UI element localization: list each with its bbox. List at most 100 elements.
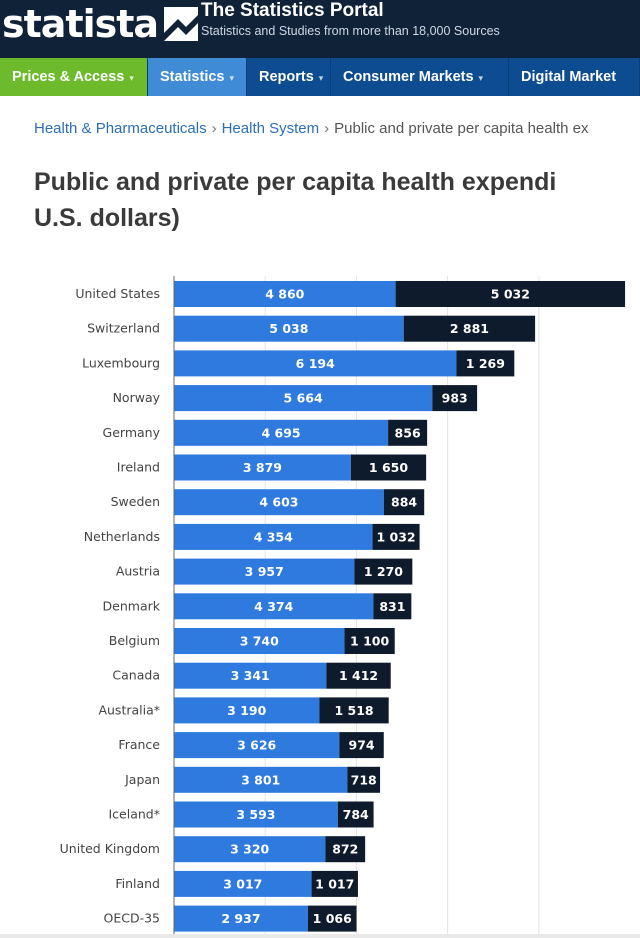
category-label: Denmark [103,598,161,613]
category-label: Japan [124,772,160,787]
bar-private[interactable] [395,281,626,307]
nav-reports[interactable]: Reports ▾ [247,58,331,96]
main-nav: Prices & Access ▾ Statistics ▾ Reports ▾ Co… [0,58,640,96]
breadcrumb-link-health-pharma[interactable]: Health & Pharmaceuticals [34,120,207,137]
category-label: France [118,737,160,752]
breadcrumb-link-health-system[interactable]: Health System [221,120,320,137]
nav-consumer-markets[interactable]: Consumer Markets ▾ [331,58,509,96]
bar-public[interactable] [174,870,312,897]
logo-wordmark: statista [2,2,159,46]
bar-public[interactable] [174,766,348,793]
bar-public[interactable] [174,593,374,620]
logo-mark-icon [164,7,199,41]
bar-private[interactable] [325,836,366,863]
nav-digital-market[interactable]: Digital Market [509,58,640,96]
breadcrumb-separator: › [324,120,330,137]
value-label-private: 1 650 [369,460,408,475]
category-label: Canada [112,668,160,683]
bar-public[interactable] [174,281,396,307]
value-label-private: 1 100 [350,634,389,649]
bar-public[interactable] [174,628,345,654]
bar-public[interactable] [174,454,351,481]
value-label-private: 784 [343,807,369,822]
category-label: Germany [103,425,161,440]
value-label-public: 2 937 [221,911,260,926]
value-label-private: 983 [442,391,468,406]
value-label-public: 3 190 [227,703,266,718]
bar-private[interactable] [344,628,395,654]
value-label-private: 1 066 [313,911,352,926]
bar-private[interactable] [350,454,427,481]
page-divider [0,934,640,938]
value-label-public: 4 695 [261,425,300,440]
bar-private[interactable] [311,870,358,897]
nav-prices-access[interactable]: Prices & Access ▾ [0,58,148,96]
category-label: Luxembourg [82,355,160,370]
value-label-public: 5 664 [284,391,323,406]
nav-statistics[interactable]: Statistics ▾ [148,58,247,96]
statista-logo[interactable]: statista [0,2,199,46]
bar-private[interactable] [403,315,536,342]
value-label-public: 3 957 [245,564,284,579]
bar-private[interactable] [388,419,428,446]
bar-private[interactable] [383,489,425,516]
value-label-private: 1 032 [376,529,415,544]
bar-public[interactable] [174,489,384,516]
bar-private[interactable] [456,350,515,377]
category-label: Norway [113,390,161,405]
bar-public[interactable] [174,419,389,446]
value-label-private: 974 [349,738,375,753]
bar-private[interactable] [347,766,381,793]
category-label: Ireland [117,460,160,475]
category-label: OECD-35 [103,911,160,926]
value-label-public: 4 860 [265,287,304,302]
bar-public[interactable] [174,732,340,759]
bar-private[interactable] [319,697,389,724]
bar-private[interactable] [339,732,384,759]
page-title: Public and private per capita health exp… [34,168,557,232]
value-label-private: 831 [379,599,405,614]
bar-public[interactable] [174,523,373,550]
bar-private[interactable] [432,385,478,412]
bar-chart: United States 4 860 5 032 Switzerland 5 038 2… [60,276,626,934]
bar-private[interactable] [373,593,412,620]
value-label-public: 3 801 [241,772,280,787]
chart-labels: United States 4 860 5 032 Switzerland 5 038 2… [60,286,530,926]
value-label-private: 1 518 [334,703,373,718]
bar-public[interactable] [174,697,320,724]
bar-public[interactable] [174,558,355,585]
value-label-private: 1 017 [315,876,354,891]
portal-title: The Statistics Portal [201,0,384,21]
bar-private[interactable] [326,662,391,689]
value-label-public: 3 017 [223,876,262,891]
value-label-private: 856 [395,425,421,440]
bar-public[interactable] [174,385,433,412]
bar-public[interactable] [174,905,308,932]
value-label-private: 1 412 [339,668,378,683]
bar-public[interactable] [174,662,327,689]
breadcrumb-separator: › [211,120,217,137]
value-label-public: 3 626 [237,738,276,753]
breadcrumb: Health & Pharmaceuticals › Health System › P… [34,120,588,137]
value-label-public: 4 374 [254,599,293,614]
value-label-private: 872 [332,842,358,857]
category-label: Iceland* [109,807,161,822]
chevron-down-icon: ▾ [478,73,484,83]
bar-private[interactable] [337,801,374,828]
bar-private[interactable] [354,558,413,585]
bar-private[interactable] [307,905,357,932]
bar-private[interactable] [372,523,420,550]
bar-public[interactable] [174,315,404,342]
bar-public[interactable] [174,350,457,377]
chart-bars [174,281,626,932]
value-label-public: 4 354 [254,529,293,544]
category-label: Austria [116,564,160,579]
breadcrumb-current: Public and private per capita health ex [334,120,589,137]
bar-public[interactable] [174,836,326,863]
value-label-private: 1 270 [364,564,403,579]
bar-public[interactable] [174,801,338,828]
category-label: Finland [115,876,160,891]
chevron-down-icon: ▾ [129,73,134,83]
portal-subtitle: Statistics and Studies from more than 18… [201,24,500,38]
category-label: United States [75,286,160,301]
